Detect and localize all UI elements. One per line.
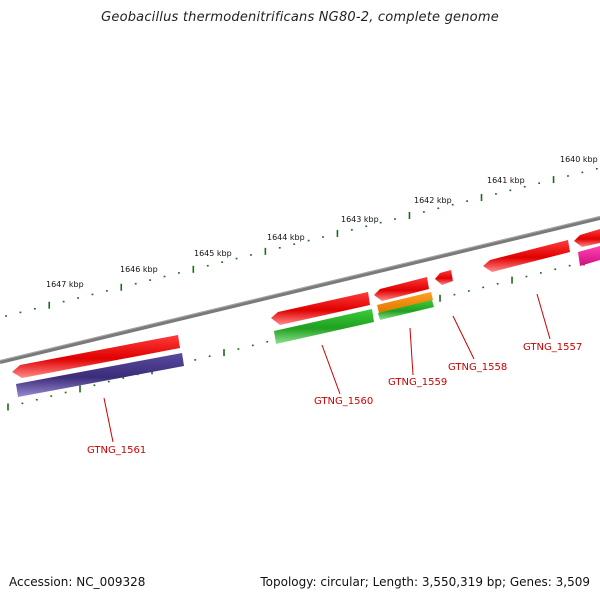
gene-label-GTNG_1559[interactable]: GTNG_1559: [388, 377, 447, 388]
kbp-label-1644: 1644 kbp: [267, 233, 305, 242]
kbp-label-1640: 1640 kbp: [560, 155, 598, 164]
gene-label-GTNG_1561[interactable]: GTNG_1561: [87, 445, 146, 456]
kbp-label-1647: 1647 kbp: [46, 280, 84, 289]
gene-GTNG_1561[interactable]: [12, 335, 184, 397]
callout-line-GTNG_1561: [103, 397, 114, 443]
genome-backbone: [0, 216, 600, 364]
genome-backbone-highlight: [0, 216, 600, 361]
gene-GTNG_1558[interactable]: [435, 270, 453, 285]
kbp-label-1645: 1645 kbp: [194, 249, 232, 258]
kbp-label-1643: 1643 kbp: [341, 215, 379, 224]
kbp-label-1646: 1646 kbp: [120, 265, 158, 274]
accession-label: Accession: NC_009328: [9, 575, 146, 589]
callout-line-GTNG_1560: [321, 344, 341, 395]
callout-line-GTNG_1558: [452, 315, 475, 360]
kbp-label-1641: 1641 kbp: [487, 176, 525, 185]
gene-GTNG_1560[interactable]: [271, 292, 374, 344]
kbp-label-1642: 1642 kbp: [414, 196, 452, 205]
callout-line-GTNG_1559: [409, 327, 414, 376]
gene-GTNG_1559[interactable]: [374, 277, 434, 320]
callout-line-GTNG_1557: [536, 293, 551, 340]
upper-tick-track: [5, 168, 598, 317]
gene-GTNG_1557[interactable]: [483, 240, 570, 272]
page-title: Geobacillus thermodenitrificans NG80-2, …: [101, 10, 499, 25]
gene-label-GTNG_1557[interactable]: GTNG_1557: [523, 342, 582, 353]
gene-label-GTNG_1558[interactable]: GTNG_1558: [448, 362, 507, 373]
gene-label-GTNG_1560[interactable]: GTNG_1560: [314, 396, 373, 407]
topology-label: Topology: circular; Length: 3,550,319 bp…: [260, 575, 590, 589]
gene-partial-right[interactable]: [574, 229, 600, 266]
